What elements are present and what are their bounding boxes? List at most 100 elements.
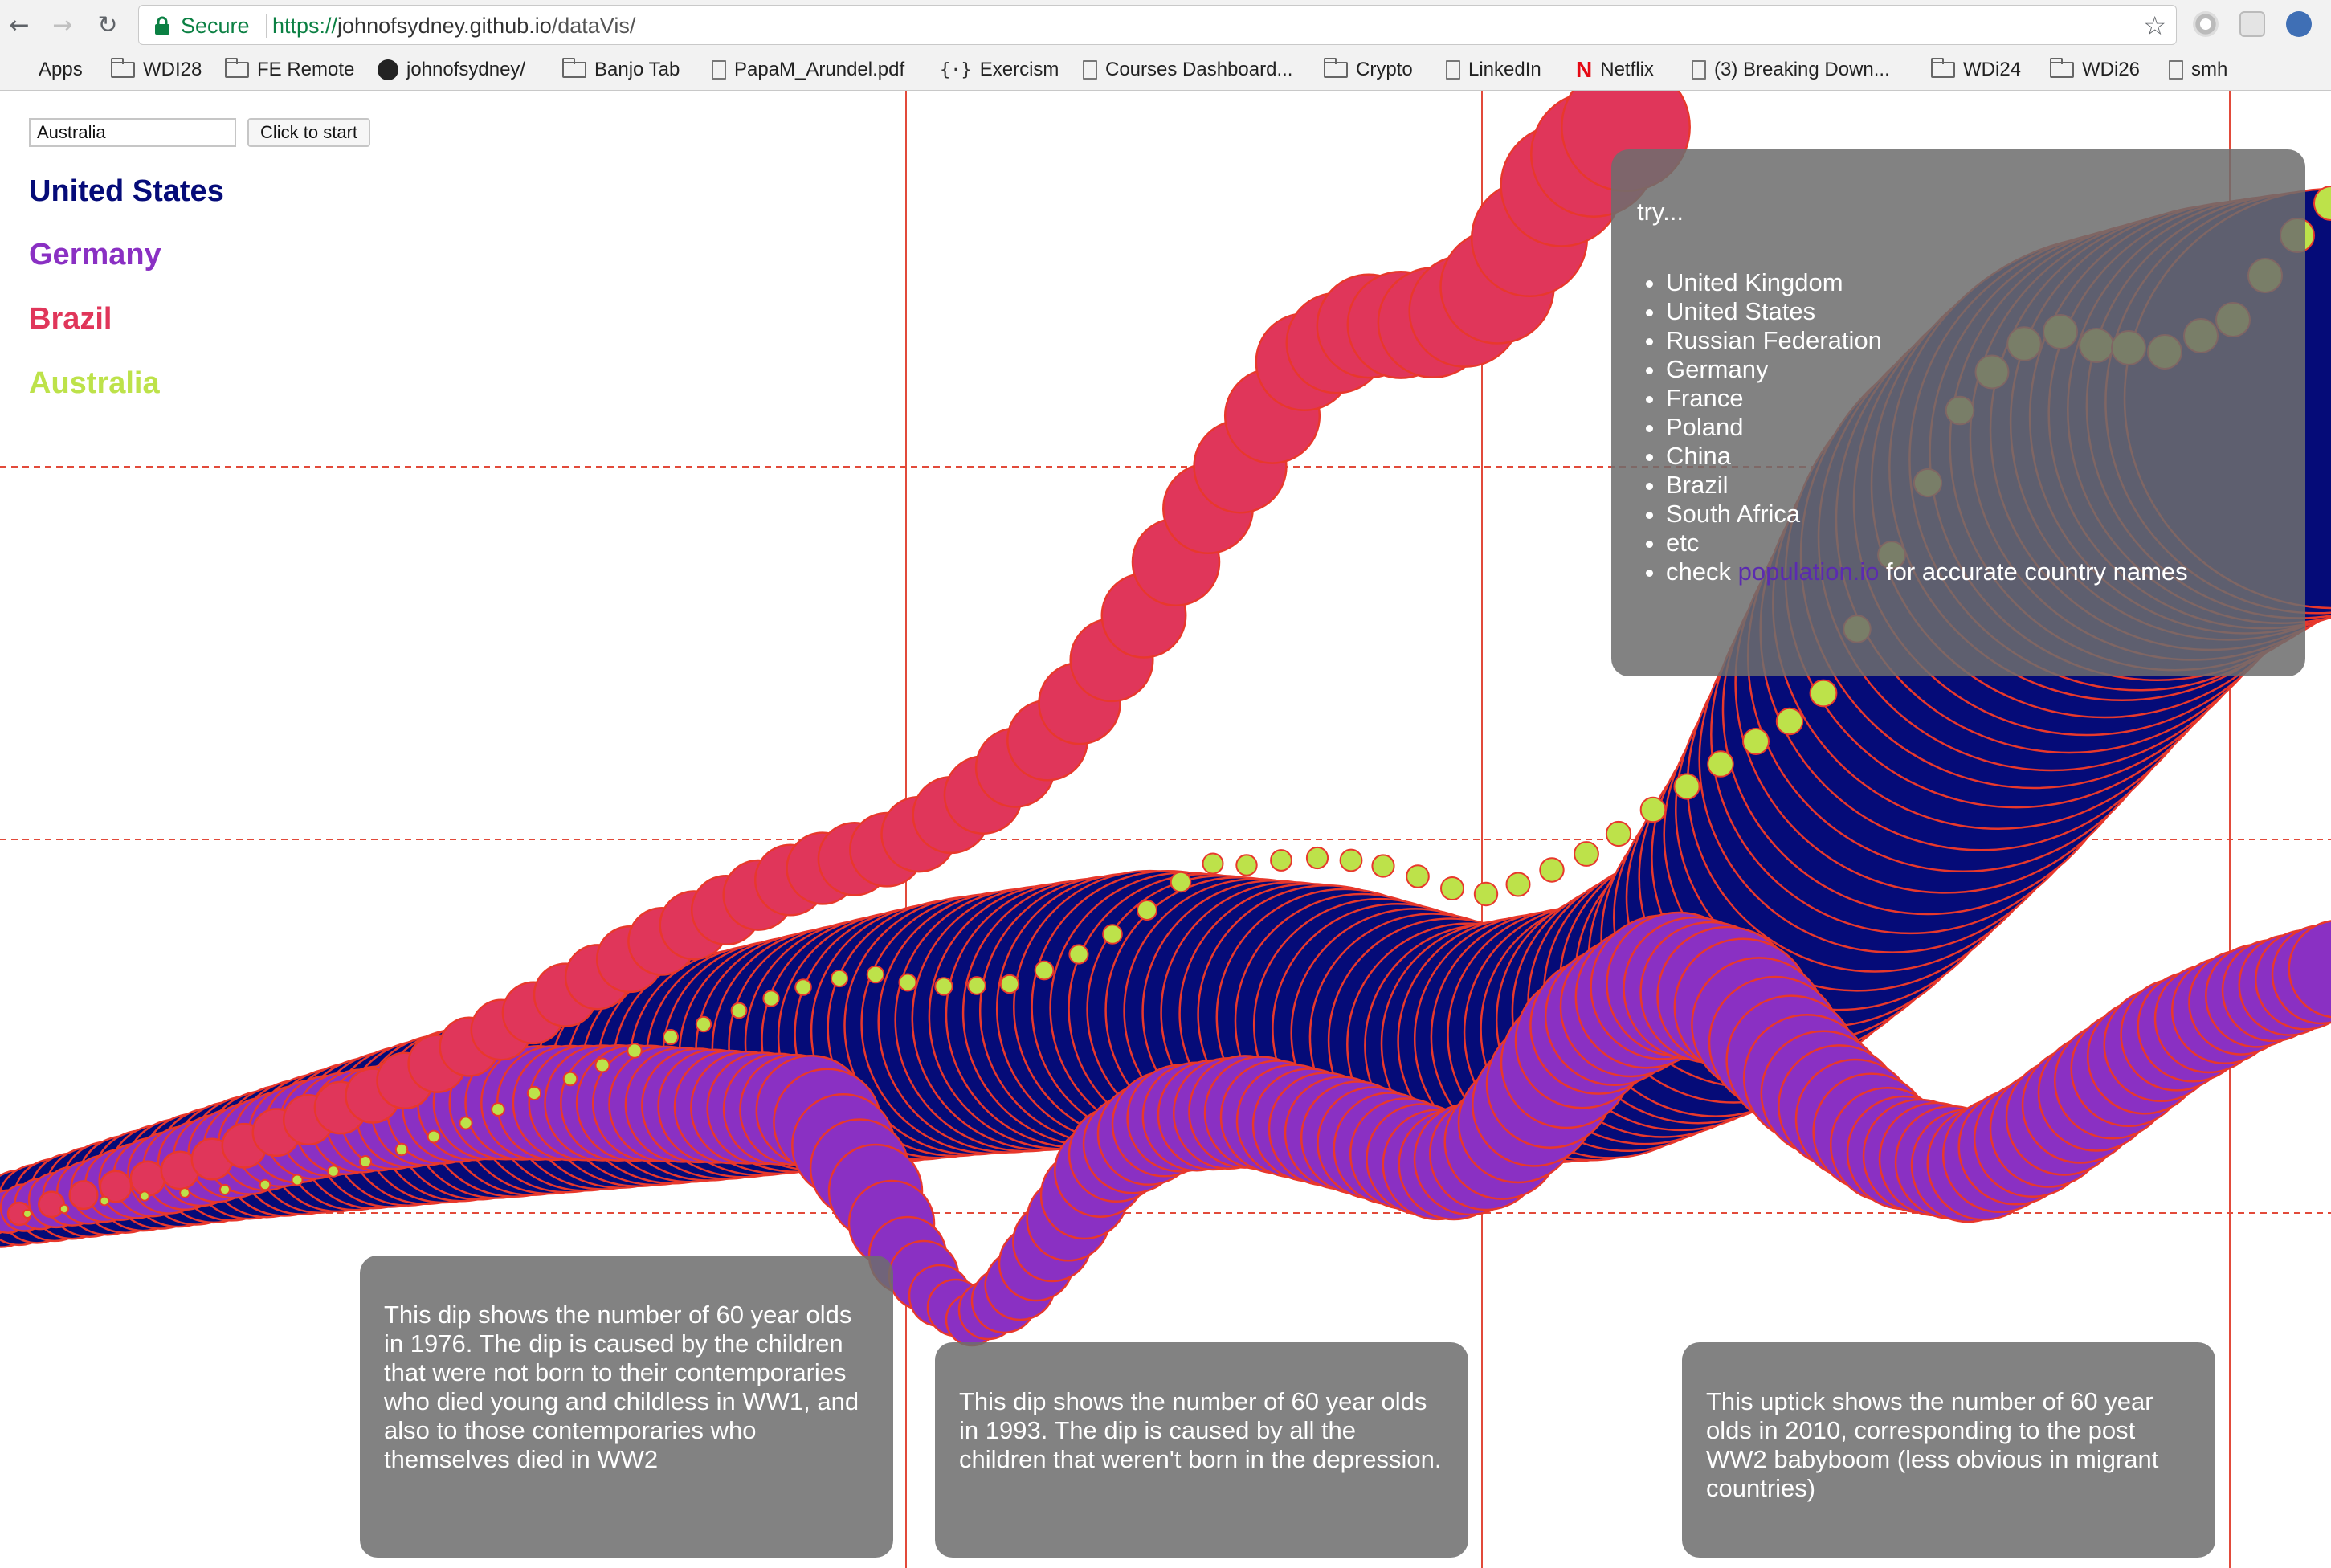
australia-point xyxy=(999,974,1020,994)
australia-point xyxy=(1707,750,1734,778)
back-icon[interactable]: ← xyxy=(9,11,30,39)
try-item: United Kingdom xyxy=(1666,268,2280,297)
australia-point xyxy=(218,1183,231,1196)
bookmark-item[interactable]: WDi26 xyxy=(2050,56,2140,84)
legend-germany: Germany xyxy=(29,238,161,272)
bookmark-item[interactable]: WDi24 xyxy=(1931,56,2021,84)
australia-point xyxy=(898,973,917,992)
brazil-point xyxy=(99,1170,133,1203)
extension-circle-icon[interactable] xyxy=(2193,11,2219,37)
australia-point xyxy=(794,978,812,996)
github-icon xyxy=(378,59,398,80)
bookmark-item[interactable]: LinkedIn xyxy=(1446,56,1541,84)
australia-point xyxy=(2313,186,2331,221)
bookmark-item[interactable]: smh xyxy=(2169,56,2227,84)
exercism-icon: {·} xyxy=(940,59,972,80)
reload-icon[interactable]: ↻ xyxy=(97,11,118,39)
url-text[interactable]: https://johnofsydney.github.io/dataVis/ xyxy=(272,14,635,39)
legend-united-states: United States xyxy=(29,174,224,208)
bookmark-item[interactable]: johnofsydney/ xyxy=(378,56,525,84)
bookmark-item[interactable]: WDI28 xyxy=(111,56,202,84)
bookmark-item[interactable]: Banjo Tab xyxy=(562,56,680,84)
bookmark-label: LinkedIn xyxy=(1468,59,1541,80)
try-item: etc xyxy=(1666,529,2280,557)
page-icon xyxy=(1083,60,1097,80)
bookmark-label: FE Remote xyxy=(257,59,355,80)
folder-icon xyxy=(225,58,249,78)
australia-point xyxy=(1235,854,1258,876)
page-icon xyxy=(1692,60,1706,80)
bookmark-item[interactable]: PapaM_Arundel.pdf xyxy=(712,56,904,84)
australia-point xyxy=(179,1187,190,1198)
bookmark-item[interactable]: Courses Dashboard... xyxy=(1083,56,1292,84)
australia-point xyxy=(663,1029,679,1045)
australia-point xyxy=(1170,871,1192,893)
country-input[interactable] xyxy=(29,118,236,147)
australia-point xyxy=(59,1203,70,1215)
page-icon xyxy=(712,60,726,80)
bookmark-item[interactable]: N Netflix xyxy=(1576,56,1654,84)
australia-point xyxy=(934,977,953,996)
forward-icon[interactable]: → xyxy=(52,11,73,39)
annotation-2010: This uptick shows the number of 60 year … xyxy=(1682,1342,2215,1558)
population-io-link[interactable]: population.io xyxy=(1737,557,1880,586)
url-scheme: https:// xyxy=(272,14,338,38)
australia-point xyxy=(99,1195,110,1207)
annotation-text: This dip shows the number of 60 year old… xyxy=(959,1387,1442,1473)
australia-point xyxy=(427,1129,441,1144)
url-divider xyxy=(266,14,267,38)
australia-point xyxy=(1034,960,1055,981)
australia-point xyxy=(1406,864,1430,888)
brazil-point xyxy=(68,1180,99,1211)
australia-point xyxy=(139,1190,150,1202)
australia-point xyxy=(1137,900,1157,921)
australia-point xyxy=(695,1015,712,1033)
australia-point xyxy=(1639,796,1667,823)
annotation-text: This dip shows the number of 60 year old… xyxy=(384,1301,859,1473)
australia-point xyxy=(1605,820,1632,847)
address-bar[interactable]: Secure https://johnofsydney.github.io/da… xyxy=(138,5,2177,45)
extension-gear-icon[interactable] xyxy=(2239,11,2265,37)
australia-point xyxy=(866,965,885,984)
bookmark-item[interactable]: (3) Breaking Down... xyxy=(1692,56,1890,84)
start-button[interactable]: Click to start xyxy=(247,118,371,147)
folder-icon xyxy=(1324,58,1348,78)
check-prefix: check xyxy=(1666,557,1738,586)
try-item: Russian Federation xyxy=(1666,326,2280,355)
bookmark-label: Exercism xyxy=(979,59,1059,80)
try-list: United KingdomUnited StatesRussian Feder… xyxy=(1637,268,2280,586)
australia-point xyxy=(1775,707,1804,736)
bookmarks-bar: Apps WDI28 FE Remote johnofsydney/Banjo Tab… xyxy=(0,51,2331,88)
legend-australia: Australia xyxy=(29,366,160,400)
apps-grid-icon xyxy=(11,60,31,80)
bookmark-item[interactable]: Apps xyxy=(11,56,83,84)
australia-point xyxy=(1742,728,1770,755)
australia-point xyxy=(1574,841,1599,867)
bookmark-item[interactable]: FE Remote xyxy=(225,56,354,84)
bookmark-label: Courses Dashboard... xyxy=(1105,59,1293,80)
bookmark-label: WDi26 xyxy=(2082,59,2141,80)
legend-brazil: Brazil xyxy=(29,302,112,336)
try-item: France xyxy=(1666,384,2280,413)
bookmark-label: Apps xyxy=(39,59,83,80)
bookmark-item[interactable]: {·} Exercism xyxy=(940,56,1059,84)
annotation-1976: This dip shows the number of 60 year old… xyxy=(360,1256,893,1558)
australia-point xyxy=(1809,679,1838,708)
annotation-1993: This dip shows the number of 60 year old… xyxy=(935,1342,1468,1558)
browser-chrome: ← → ↻ Secure https://johnofsydney.github… xyxy=(0,0,2331,91)
profile-icon[interactable] xyxy=(2286,11,2312,37)
lock-icon xyxy=(155,16,169,35)
try-item: Poland xyxy=(1666,413,2280,442)
australia-point xyxy=(1202,852,1224,875)
bookmark-item[interactable]: Crypto xyxy=(1324,56,1413,84)
bookmark-label: johnofsydney/ xyxy=(406,59,526,80)
try-item: Brazil xyxy=(1666,471,2280,500)
australia-point xyxy=(1102,924,1123,945)
bookmark-label: (3) Breaking Down... xyxy=(1714,59,1890,80)
australia-point xyxy=(1339,848,1363,872)
page-icon xyxy=(2169,60,2183,80)
bookmark-star-icon[interactable]: ☆ xyxy=(2143,10,2166,41)
bookmark-label: WDi24 xyxy=(1963,59,2022,80)
url-host: johnofsydney.github.io xyxy=(337,14,552,38)
australia-point xyxy=(1539,857,1565,883)
